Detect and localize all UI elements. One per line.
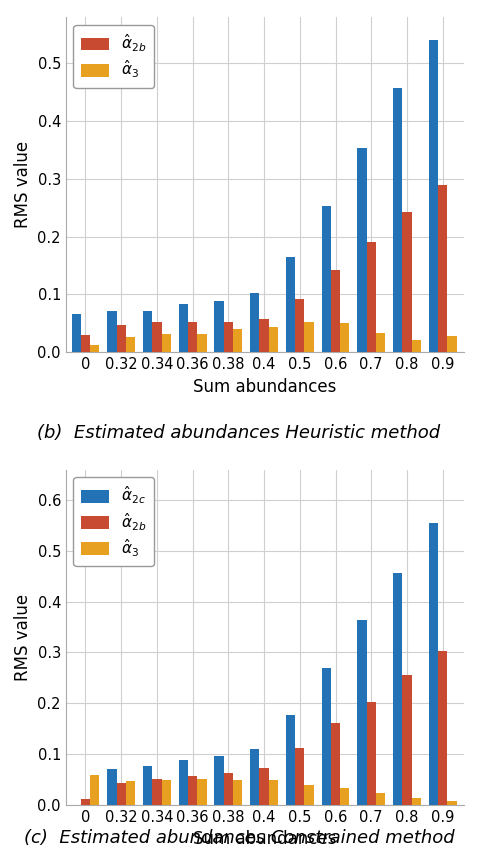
Bar [215, 757, 224, 805]
Y-axis label: RMS value: RMS value [14, 593, 32, 681]
Bar [215, 301, 224, 352]
Bar [357, 621, 367, 805]
Bar [269, 781, 278, 805]
Bar [162, 781, 171, 805]
Bar [126, 336, 135, 352]
Bar [412, 798, 421, 805]
Bar [331, 270, 340, 352]
Bar [269, 327, 278, 352]
Bar [90, 776, 99, 805]
Bar [126, 781, 135, 805]
Bar [250, 749, 260, 805]
Bar [331, 723, 340, 805]
Bar [143, 311, 152, 352]
Bar [438, 651, 447, 805]
Bar [286, 715, 295, 805]
Bar [188, 322, 197, 352]
Bar [429, 40, 438, 352]
Bar [304, 322, 314, 352]
Bar [402, 211, 412, 352]
Y-axis label: RMS value: RMS value [14, 141, 32, 229]
Bar [393, 573, 402, 805]
Bar [179, 304, 188, 352]
Bar [224, 322, 233, 352]
Bar [357, 148, 367, 352]
Bar [438, 185, 447, 352]
Bar [250, 294, 260, 352]
Bar [152, 322, 162, 352]
Text: (c)  Estimated abundances Constrained method: (c) Estimated abundances Constrained met… [24, 829, 454, 847]
Bar [117, 782, 126, 805]
Bar [412, 340, 421, 352]
Bar [429, 523, 438, 805]
Bar [260, 318, 269, 352]
Bar [447, 800, 456, 805]
Bar [72, 313, 81, 352]
Bar [179, 760, 188, 805]
Bar [197, 334, 206, 352]
Bar [286, 258, 295, 352]
Bar [322, 206, 331, 352]
Bar [224, 773, 233, 805]
Bar [376, 333, 385, 352]
Text: (b)  Estimated abundances Heuristic method: (b) Estimated abundances Heuristic metho… [37, 424, 441, 442]
Bar [340, 324, 349, 352]
Legend: $\hat{\alpha}_{2b}$, $\hat{\alpha}_3$: $\hat{\alpha}_{2b}$, $\hat{\alpha}_3$ [74, 25, 154, 88]
Bar [162, 334, 171, 352]
Bar [295, 299, 304, 352]
Bar [367, 702, 376, 805]
Bar [393, 87, 402, 352]
Bar [90, 345, 99, 352]
X-axis label: Sum abundances: Sum abundances [193, 830, 337, 848]
Bar [188, 776, 197, 805]
Legend: $\hat{\alpha}_{2c}$, $\hat{\alpha}_{2b}$, $\hat{\alpha}_3$: $\hat{\alpha}_{2c}$, $\hat{\alpha}_{2b}$… [74, 477, 154, 567]
Bar [233, 329, 242, 352]
Bar [197, 779, 206, 805]
Bar [402, 675, 412, 805]
Bar [447, 336, 456, 352]
Bar [322, 668, 331, 805]
Bar [81, 335, 90, 352]
Bar [367, 242, 376, 352]
X-axis label: Sum abundances: Sum abundances [193, 377, 337, 395]
Bar [376, 794, 385, 805]
Bar [107, 311, 117, 352]
Bar [152, 779, 162, 805]
Bar [304, 785, 314, 805]
Bar [260, 768, 269, 805]
Bar [117, 324, 126, 352]
Bar [233, 781, 242, 805]
Bar [81, 799, 90, 805]
Bar [107, 769, 117, 805]
Bar [295, 748, 304, 805]
Bar [143, 765, 152, 805]
Bar [340, 788, 349, 805]
